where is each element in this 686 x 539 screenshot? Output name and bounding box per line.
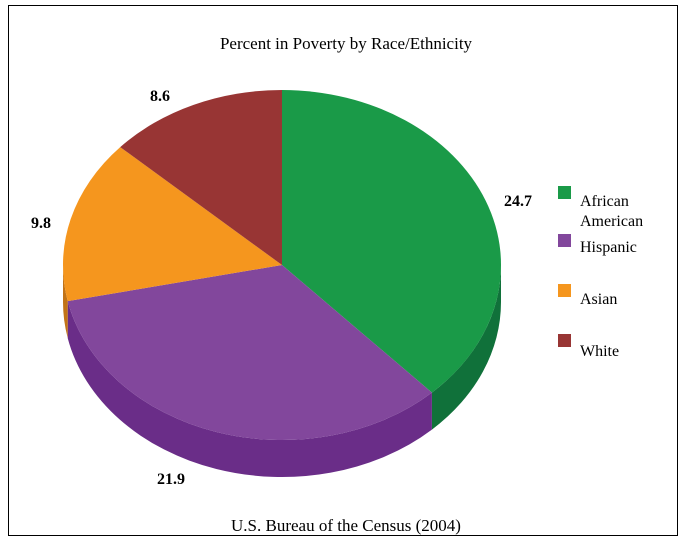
pie-slice-white [120,90,282,265]
data-label-asian: 9.8 [31,215,51,232]
data-label-african-american: 24.7 [504,193,532,210]
chart-title: Percent in Poverty by Race/Ethnicity [220,34,473,53]
legend-label-african-american-line2: American [580,213,643,230]
pie-slice-asian [62,147,283,302]
pie-side-african-american [431,265,501,430]
pie-side-hispanic [67,301,432,478]
legend-label-white: White [580,343,619,360]
legend-label-asian: Asian [580,291,617,308]
pie-sides [62,265,501,478]
legend-label-african-american-line1: African [580,193,629,210]
pie-tops [62,90,502,441]
pie-slice-hispanic [67,265,432,441]
legend: African American Hispanic Asian White [558,186,643,360]
data-label-hispanic: 21.9 [157,471,185,488]
chart-source: U.S. Bureau of the Census (2004) [231,516,461,535]
data-label-white: 8.6 [150,88,170,105]
legend-swatch-hispanic [558,234,571,247]
legend-swatch-white [558,334,571,347]
legend-swatch-african-american [558,186,571,199]
pie-side-asian [62,265,68,339]
legend-swatch-asian [558,284,571,297]
pie-slice-african-american [282,90,502,393]
legend-label-hispanic: Hispanic [580,239,637,256]
